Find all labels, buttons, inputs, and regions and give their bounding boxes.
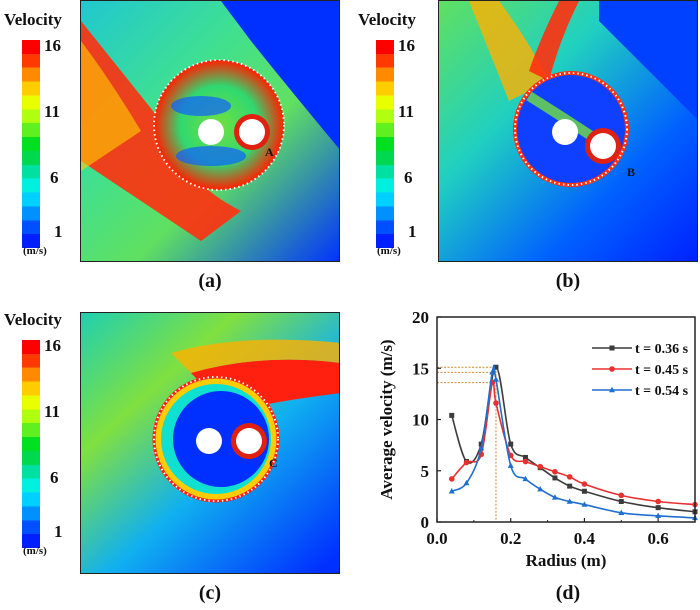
y-axis: 0 5 10 15 20 <box>412 308 441 532</box>
data-point <box>551 494 558 500</box>
colorbar-tick: 6 <box>50 168 59 187</box>
data-point <box>609 366 615 372</box>
colorbar-tick: 11 <box>398 102 415 121</box>
data-point <box>618 509 625 515</box>
colorbar-unit: (m/s) <box>377 245 401 257</box>
colorbar-title: Velocity <box>358 10 416 29</box>
data-point <box>492 376 499 382</box>
x-tick-label: 0.2 <box>500 529 521 548</box>
y-axis-label: Average velocity (m/s) <box>377 339 396 499</box>
data-point <box>463 479 470 486</box>
data-point <box>566 498 573 504</box>
colorbar-tick: 16 <box>398 36 415 55</box>
data-point <box>449 412 455 418</box>
y-tick-label: 10 <box>412 411 429 430</box>
colorbar-scale <box>22 340 40 548</box>
velocity-contour-b: B <box>438 0 698 262</box>
data-point <box>522 458 529 465</box>
data-point <box>581 488 587 494</box>
colorbar-tick: 1 <box>54 522 63 541</box>
data-point <box>508 441 514 447</box>
colorbar-title: Velocity <box>4 310 62 329</box>
x-tick-label: 0.0 <box>426 529 447 548</box>
data-point <box>478 445 485 451</box>
data-point <box>489 369 496 375</box>
legend: t = 0.36 s t = 0.45 s t = 0.54 s <box>592 342 689 399</box>
panel-label-a: (a) <box>198 270 222 292</box>
colorbar-tick: 11 <box>44 102 61 121</box>
data-point <box>537 486 544 492</box>
data-point <box>537 463 543 470</box>
x-tick-label: 0.4 <box>574 529 596 548</box>
colorbar-tick: 6 <box>50 468 59 487</box>
data-point <box>581 501 588 507</box>
velocity-contour-c: C <box>80 312 340 574</box>
marker-label: A <box>265 145 274 159</box>
colorbar-tick: 1 <box>408 222 417 241</box>
legend-label: t = 0.45 s <box>635 363 689 378</box>
colorbar-unit: (m/s) <box>23 245 47 257</box>
marker-label: C <box>269 456 278 470</box>
data-point <box>493 400 499 406</box>
series-line <box>451 364 696 519</box>
data-point <box>609 386 615 393</box>
data-point <box>609 345 615 351</box>
y-tick-label: 5 <box>421 462 430 481</box>
data-point <box>567 483 573 489</box>
colorbar-scale <box>376 40 394 248</box>
data-point <box>655 512 662 519</box>
data-point <box>493 364 499 370</box>
y-tick-label: 0 <box>421 513 430 532</box>
legend-label: t = 0.54 s <box>635 384 689 399</box>
data-point <box>448 488 455 494</box>
data-point <box>522 475 529 482</box>
colorbar-title: Velocity <box>4 10 62 29</box>
data-point <box>655 498 661 505</box>
data-point <box>618 492 625 499</box>
data-point <box>522 454 528 460</box>
legend-label: t = 0.36 s <box>635 342 689 357</box>
series-group <box>448 364 698 521</box>
colorbar-unit: (m/s) <box>23 545 47 557</box>
y-tick-label: 20 <box>412 308 429 327</box>
colorbar-tick: 16 <box>44 36 61 55</box>
colorbar-tick: 1 <box>54 222 63 241</box>
velocity-radius-chart: 0.0 0.2 0.4 0.6 0 5 10 15 20 Radius (m) Average… <box>377 308 698 570</box>
data-point <box>581 481 588 487</box>
data-point <box>552 475 558 481</box>
data-point <box>463 459 470 466</box>
x-axis-label: Radius (m) <box>526 551 607 570</box>
data-point <box>507 462 514 468</box>
panel-label-d: (d) <box>555 582 581 604</box>
marker-label: B <box>627 165 635 179</box>
velocity-contour-a: A <box>80 0 340 262</box>
data-point <box>448 476 455 482</box>
y-tick-label: 15 <box>412 359 429 378</box>
data-point <box>655 505 661 511</box>
panel-label-b: (b) <box>555 270 581 292</box>
data-point <box>618 499 624 504</box>
x-axis: 0.0 0.2 0.4 0.6 <box>426 518 669 548</box>
colorbar-tick: 6 <box>404 168 413 187</box>
data-point <box>566 474 573 480</box>
data-point <box>552 468 558 475</box>
x-tick-label: 0.6 <box>648 529 669 548</box>
colorbar-tick: 16 <box>44 336 61 355</box>
panel-label-c: (c) <box>198 582 222 604</box>
colorbar-scale <box>22 40 40 248</box>
colorbar-tick: 11 <box>44 402 61 421</box>
data-point <box>478 441 484 447</box>
guide-lines <box>437 366 497 522</box>
